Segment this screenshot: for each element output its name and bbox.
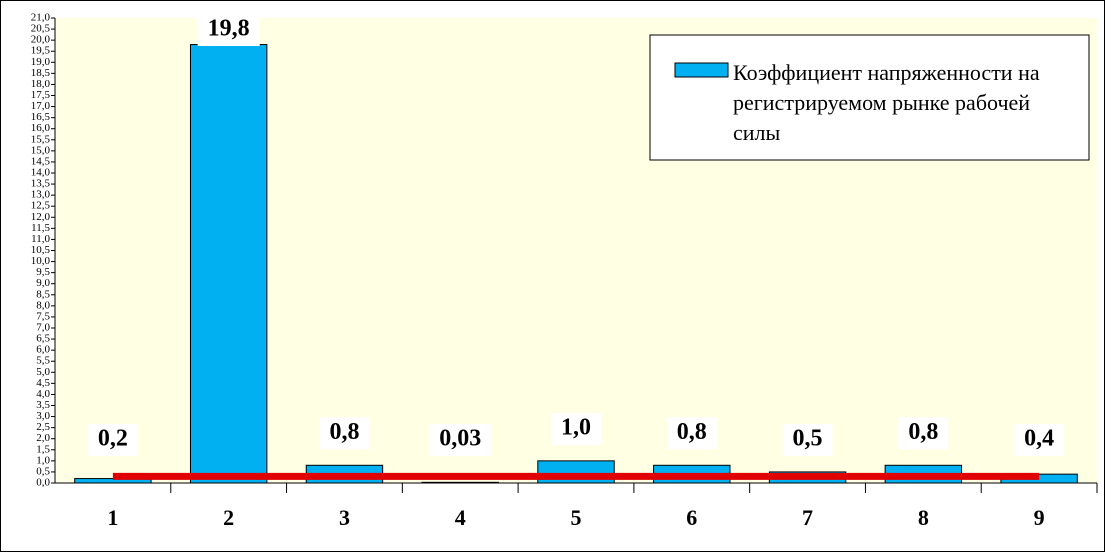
data-label: 19,8	[208, 16, 250, 42]
y-tick-label: 5,0	[36, 366, 50, 378]
data-label: 1,0	[561, 414, 591, 440]
y-tick-label: 13,5	[31, 178, 51, 190]
data-label-box	[551, 412, 601, 445]
y-tick-label: 13,0	[31, 189, 51, 201]
x-tick-label: 6	[686, 505, 697, 530]
y-tick-label: 9,5	[36, 266, 50, 278]
y-tick-label: 21,0	[31, 12, 51, 24]
x-tick-label: 4	[455, 505, 466, 530]
data-label: 0,5	[793, 425, 823, 451]
bar	[189, 44, 268, 484]
x-tick-label: 9	[1034, 505, 1045, 530]
y-tick-label: 0,0	[36, 477, 50, 489]
data-label-box	[319, 417, 370, 450]
y-tick-label: 4,0	[36, 388, 50, 400]
y-tick-label: 16,0	[31, 122, 51, 134]
x-tick-label: 2	[223, 505, 234, 530]
y-tick-label: 5,5	[36, 355, 50, 367]
y-tick-label: 9,0	[36, 277, 50, 289]
data-label-box	[429, 424, 492, 456]
data-label-box	[782, 423, 833, 456]
data-label: 0,03	[439, 426, 481, 452]
y-tick-label: 8,0	[36, 299, 50, 311]
y-tick-label: 2,5	[36, 421, 50, 433]
y-tick-label: 18,0	[31, 78, 51, 90]
data-label: 0,2	[98, 426, 128, 452]
legend-label: Коэффициент напряженности на регистрируе…	[733, 60, 1040, 145]
x-tick-label: 1	[107, 505, 118, 530]
data-label: 0,8	[908, 419, 938, 445]
y-tick-label: 3,5	[36, 399, 50, 411]
legend	[649, 34, 1090, 161]
y-tick-label: 1,5	[36, 443, 50, 455]
y-tick-label: 2,0	[36, 432, 50, 444]
x-tick-label: 7	[802, 505, 813, 530]
data-label-box	[1014, 424, 1065, 456]
y-tick-label: 1,0	[36, 454, 50, 466]
y-tick-label: 10,0	[31, 255, 51, 267]
y-tick-label: 10,5	[31, 244, 51, 256]
data-label: 0,4	[1024, 426, 1054, 452]
x-tick-label: 8	[918, 505, 929, 530]
x-tick-label: 5	[571, 505, 582, 530]
y-tick-label: 7,0	[36, 322, 50, 334]
data-label: 0,8	[329, 419, 359, 445]
y-tick-label: 0,5	[36, 465, 50, 477]
y-tick-label: 20,5	[31, 23, 51, 35]
y-tick-label: 11,0	[31, 233, 50, 245]
y-tick-label: 19,5	[31, 45, 51, 57]
data-label: 0,8	[677, 419, 707, 445]
y-tick-label: 17,5	[31, 89, 51, 101]
data-label-box	[898, 417, 949, 450]
y-tick-label: 18,5	[31, 67, 51, 79]
data-label-box	[197, 14, 260, 46]
y-tick-label: 14,5	[31, 155, 51, 167]
data-label-box	[666, 417, 717, 450]
y-tick-label: 15,5	[31, 133, 51, 145]
y-tick-label: 16,5	[31, 111, 51, 123]
y-tick-label: 4,5	[36, 377, 50, 389]
y-tick-label: 7,5	[36, 310, 50, 322]
legend-swatch	[674, 62, 729, 78]
data-label-box	[87, 424, 138, 456]
y-tick-label: 17,0	[31, 100, 51, 112]
y-tick-label: 6,0	[36, 344, 50, 356]
y-tick-label: 6,5	[36, 333, 50, 345]
y-tick-label: 11,5	[31, 222, 50, 234]
y-tick-label: 3,0	[36, 410, 50, 422]
y-tick-label: 12,0	[31, 211, 51, 223]
y-tick-label: 15,0	[31, 144, 51, 156]
y-tick-label: 20,0	[31, 34, 51, 46]
y-tick-label: 19,0	[31, 56, 51, 68]
x-tick-label: 3	[339, 505, 350, 530]
y-tick-label: 12,5	[31, 200, 51, 212]
y-tick-label: 8,5	[36, 288, 50, 300]
y-tick-label: 14,0	[31, 167, 51, 179]
